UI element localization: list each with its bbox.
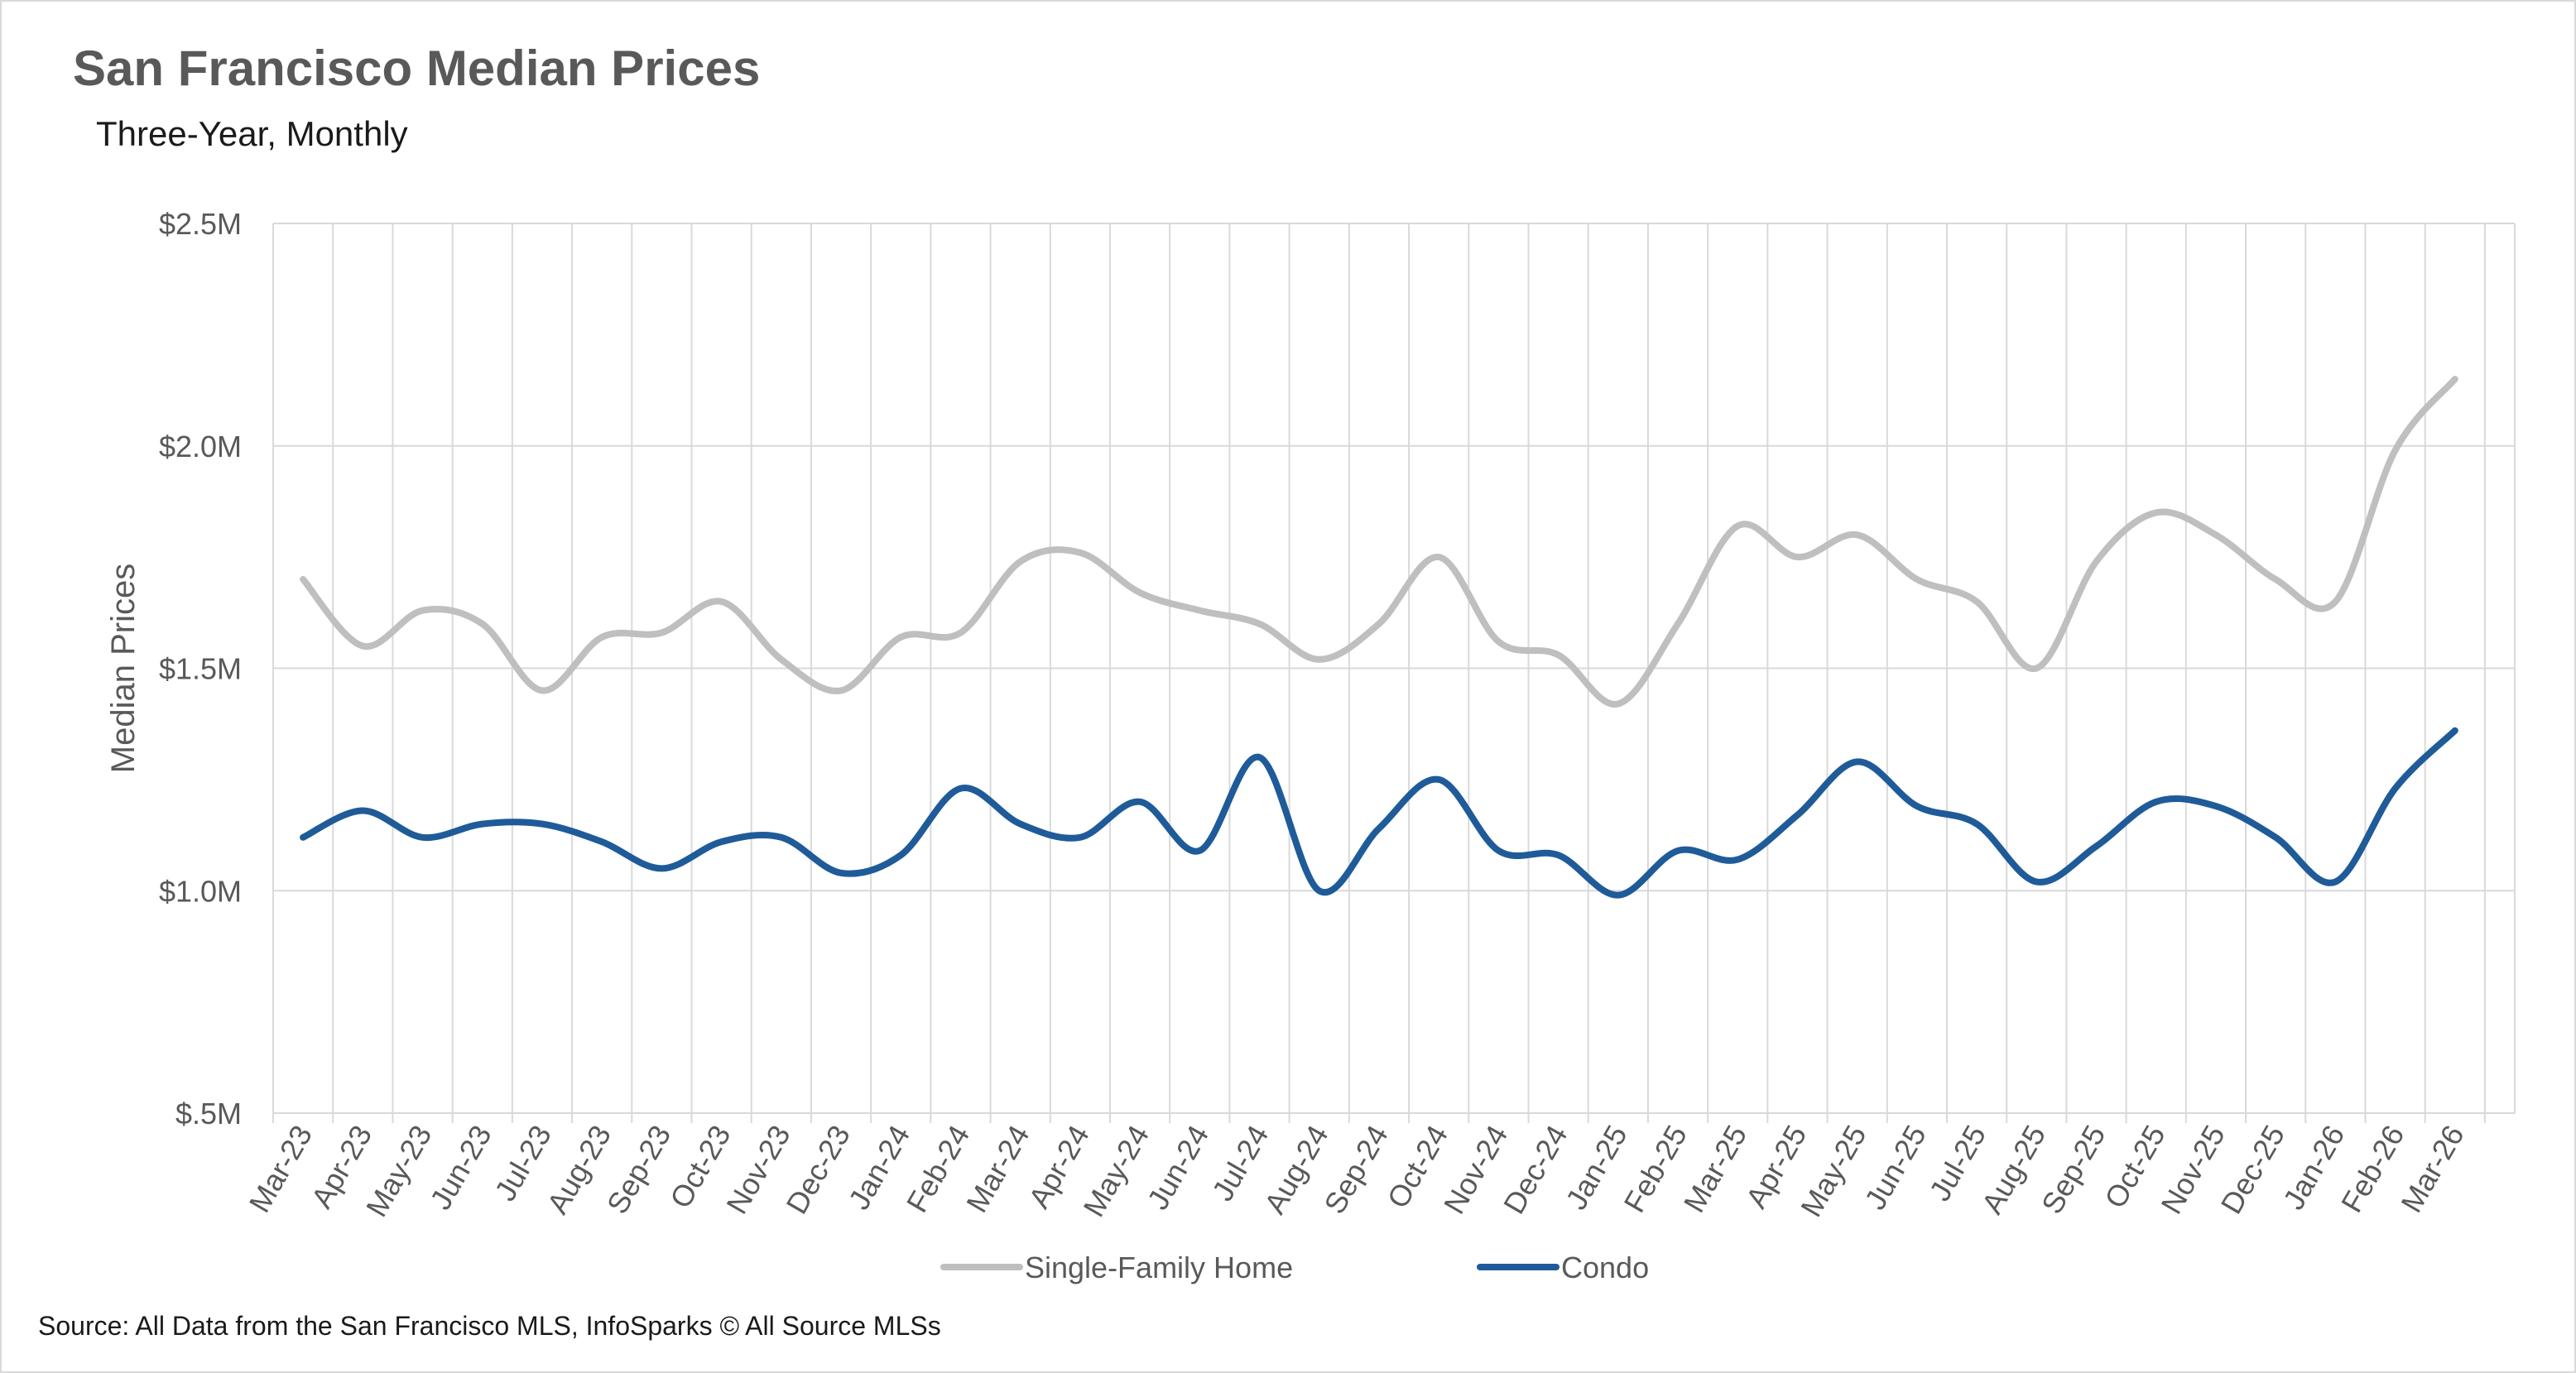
- chart-title: San Francisco Median Prices: [73, 41, 761, 96]
- y-tick-label: $2.5M: [159, 207, 242, 241]
- y-tick-label: $.5M: [175, 1097, 242, 1131]
- source-note: Source: All Data from the San Francisco …: [38, 1311, 941, 1341]
- series-line-single-family-home: [300, 376, 2458, 708]
- y-tick-label: $2.0M: [159, 430, 242, 463]
- x-tick-label: Mar-23: [243, 1120, 320, 1218]
- legend: Single-Family Home Condo: [940, 1251, 1649, 1284]
- series-line-condo: [300, 727, 2458, 899]
- x-tick-label: Jun-25: [1858, 1120, 1933, 1216]
- series-lines: [300, 376, 2458, 899]
- y-tick-label: $1.5M: [159, 652, 242, 686]
- chart-subtitle: Three-Year, Monthly: [96, 114, 408, 153]
- y-axis-title: Median Prices: [105, 564, 142, 773]
- x-tick-label: Jun-24: [1141, 1120, 1216, 1216]
- axis-labels: $.5M$1.0M$1.5M$2.0M$2.5MMar-23Apr-23May-…: [105, 207, 2471, 1222]
- gridlines: [273, 223, 2515, 1114]
- y-tick-label: $1.0M: [159, 874, 242, 908]
- x-tick-label: Jun-23: [423, 1120, 498, 1216]
- legend-label-condo: Condo: [1561, 1251, 1649, 1284]
- axes: [272, 223, 2516, 1123]
- legend-label-single-family-home: Single-Family Home: [1025, 1251, 1293, 1284]
